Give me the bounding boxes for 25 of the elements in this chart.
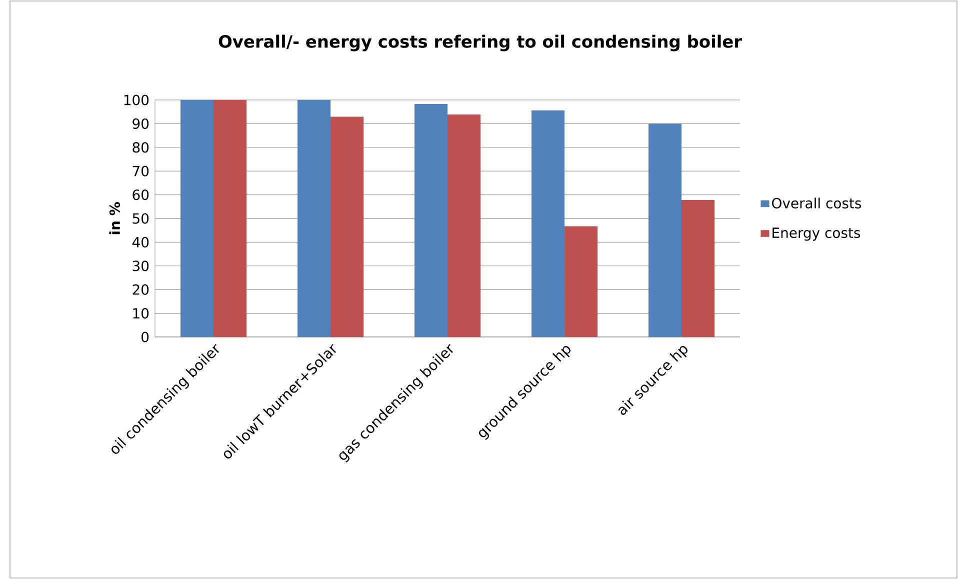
legend-label: Energy costs: [772, 228, 860, 241]
bar: [414, 104, 448, 337]
bar: [648, 123, 682, 337]
chart-title: Overall/- energy costs refering to oil condensing boiler: [218, 34, 742, 52]
bar: [298, 100, 331, 337]
y-tick-label: 70: [132, 166, 149, 176]
legend-label: Overall costs: [772, 198, 862, 208]
y-axis-title: in %: [109, 202, 120, 234]
y-tick-label: 20: [132, 284, 149, 295]
y-tick-label: 30: [132, 260, 149, 272]
bar: [214, 100, 247, 337]
y-tick-label: 100: [124, 94, 149, 106]
bar: [682, 200, 715, 337]
bar: [564, 226, 598, 337]
y-tick-label: 50: [132, 213, 149, 224]
y-tick-label: 0: [142, 332, 149, 342]
bar: [448, 114, 481, 337]
bar: [532, 110, 565, 337]
bar: [330, 116, 364, 337]
y-tick-label: 90: [132, 118, 149, 129]
y-tick-label: 10: [133, 308, 149, 319]
y-tick-label: 40: [132, 236, 149, 248]
bar: [180, 100, 214, 337]
y-tick-label: 60: [132, 190, 149, 200]
y-tick-label: 80: [132, 142, 149, 153]
